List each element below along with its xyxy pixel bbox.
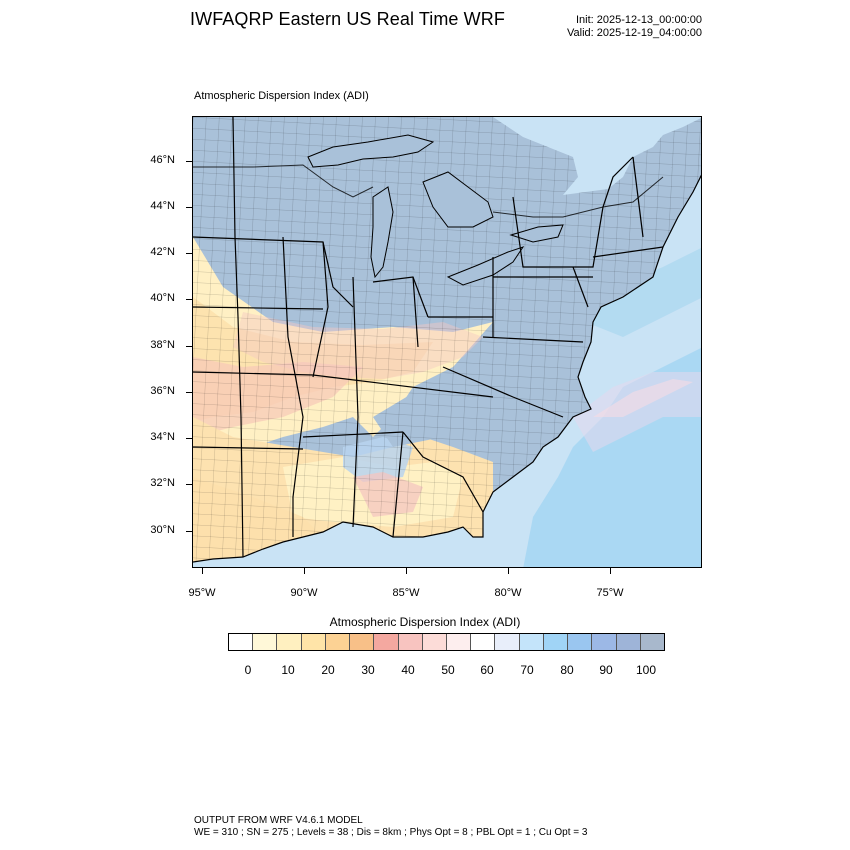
lon-label-75: 75°W xyxy=(596,587,624,599)
canada-border xyxy=(193,164,374,198)
colorbar-swatch xyxy=(301,634,326,650)
lat-label-32: 32°N xyxy=(150,477,175,489)
colorbar-label-90: 90 xyxy=(599,663,613,677)
coastline xyxy=(193,174,701,563)
colorbar-swatch xyxy=(253,634,278,650)
colorbar-label-20: 20 xyxy=(321,663,335,677)
colorbar-label-70: 70 xyxy=(520,663,534,677)
plot-title: Atmospheric Dispersion Index (ADI) xyxy=(194,90,369,102)
colorbar-swatch xyxy=(495,634,520,650)
colorbar-swatch xyxy=(640,634,664,650)
colorbar-title: Atmospheric Dispersion Index (ADI) xyxy=(329,615,521,629)
colorbar-swatch xyxy=(374,634,399,650)
lat-label-46: 46°N xyxy=(150,154,175,166)
model-info-line-1: OUTPUT FROM WRF V4.6.1 MODEL xyxy=(194,815,363,826)
colorbar-swatch xyxy=(568,634,593,650)
lat-label-42: 42°N xyxy=(150,246,175,258)
lon-tick xyxy=(202,568,203,574)
ocean-warm-streak xyxy=(593,379,693,417)
lat-label-34: 34°N xyxy=(150,431,175,443)
colorbar-label-10: 10 xyxy=(281,663,295,677)
lon-tick xyxy=(304,568,305,574)
colorbar-label-0: 0 xyxy=(244,663,252,677)
lat-label-40: 40°N xyxy=(150,292,175,304)
colorbar-swatch xyxy=(325,634,351,650)
lat-label-44: 44°N xyxy=(150,200,175,212)
colorbar-label-30: 30 xyxy=(361,663,375,677)
colorbar-swatch xyxy=(592,634,617,650)
colorbar-label-100: 100 xyxy=(635,663,657,677)
lon-label-85: 85°W xyxy=(392,587,420,599)
lake-ontario xyxy=(509,224,564,243)
colorbar-swatch xyxy=(616,634,641,650)
adi-map xyxy=(192,116,702,568)
lat-tick xyxy=(186,392,192,393)
main-title: IWFAQRP Eastern US Real Time WRF xyxy=(190,9,505,29)
colorbar-swatch xyxy=(543,634,569,650)
colorbar-swatch xyxy=(422,634,447,650)
lat-label-30: 30°N xyxy=(150,524,175,536)
lat-tick xyxy=(186,299,192,300)
colorbar xyxy=(228,633,665,651)
colorbar-swatch xyxy=(398,634,423,650)
lon-label-90: 90°W xyxy=(290,587,318,599)
lon-label-95: 95°W xyxy=(188,587,216,599)
colorbar-swatch xyxy=(229,634,254,650)
lake-superior xyxy=(307,134,435,168)
colorbar-label-60: 60 xyxy=(480,663,494,677)
lat-tick xyxy=(186,207,192,208)
lat-tick xyxy=(186,484,192,485)
lat-tick xyxy=(186,253,192,254)
lon-label-80: 80°W xyxy=(494,587,522,599)
lon-tick xyxy=(406,568,407,574)
colorbar-label-50: 50 xyxy=(441,663,455,677)
colorbar-label-80: 80 xyxy=(560,663,574,677)
lat-tick xyxy=(186,531,192,532)
canada-border-east xyxy=(492,176,664,218)
lake-huron xyxy=(422,171,494,228)
colorbar-swatch xyxy=(350,634,375,650)
init-time: Init: 2025-12-13_00:00:00 xyxy=(576,14,702,26)
state-boundaries xyxy=(193,117,664,558)
lat-tick xyxy=(186,438,192,439)
colorbar-swatch xyxy=(446,634,472,650)
lon-tick xyxy=(508,568,509,574)
model-info-line-2: WE = 310 ; SN = 275 ; Levels = 38 ; Dis … xyxy=(194,827,588,838)
ocean-shelf-area xyxy=(573,248,701,337)
lake-erie xyxy=(446,246,525,286)
lon-tick xyxy=(610,568,611,574)
colorbar-swatch xyxy=(519,634,544,650)
colorbar-label-40: 40 xyxy=(401,663,415,677)
lat-tick xyxy=(186,346,192,347)
lat-label-38: 38°N xyxy=(150,339,175,351)
lat-label-36: 36°N xyxy=(150,385,175,397)
colorbar-swatch xyxy=(277,634,302,650)
valid-time: Valid: 2025-12-19_04:00:00 xyxy=(567,27,702,39)
lake-michigan xyxy=(370,186,394,279)
colorbar-swatch xyxy=(471,634,496,650)
adi-map-graphic xyxy=(193,117,701,567)
lat-tick xyxy=(186,161,192,162)
